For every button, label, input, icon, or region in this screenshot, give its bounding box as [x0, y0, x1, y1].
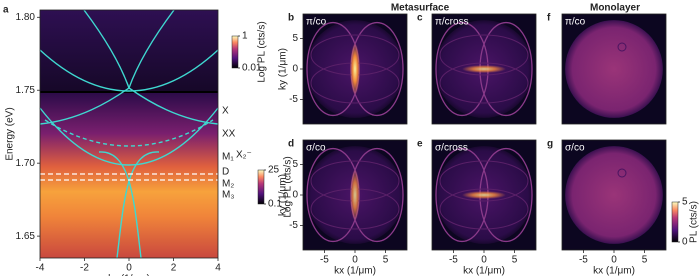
model-curve	[83, 9, 130, 89]
mode-arc	[439, 62, 529, 104]
heatmap-image	[432, 140, 536, 250]
mode-arc	[439, 160, 529, 202]
x-tick-label: -5	[320, 255, 329, 266]
x-axis-label: ky (1/μm)	[108, 274, 150, 276]
defect	[617, 168, 627, 178]
y-axis-label: ky (1/μm)	[278, 48, 289, 90]
y-tick-label: 1.75	[16, 85, 36, 96]
x-tick-label: 0	[126, 263, 132, 274]
heatmap-image	[562, 14, 666, 124]
y-tick-label: 1.65	[16, 231, 36, 242]
panel-letter: d	[288, 139, 294, 150]
colorbar-label: PL (cts/s)	[689, 201, 700, 243]
model-curve	[128, 9, 175, 89]
x-tick-label: 4	[215, 263, 221, 274]
x-tick-label: 2	[171, 263, 177, 274]
panel-letter: a	[3, 5, 9, 16]
state-label: M₁	[222, 152, 234, 163]
x-tick-label: 0	[611, 255, 617, 266]
panel-title: σ/co	[306, 143, 326, 154]
y-tick-label: 1.70	[16, 158, 36, 169]
state-label: X₂⁻	[236, 150, 252, 161]
colorbar-tick-label: 0.1	[268, 199, 282, 210]
pupil	[565, 20, 663, 118]
panel-title: σ/co	[565, 143, 585, 154]
state-label: M₃	[222, 190, 234, 201]
heatmap-image	[432, 14, 536, 124]
panel-title: π/co	[306, 17, 327, 28]
heatmap-image	[562, 140, 666, 250]
pupil	[565, 146, 663, 244]
x-tick-label: -5	[449, 255, 458, 266]
colorbar-tick-label: 25	[268, 165, 280, 176]
y-tick-label: 5	[292, 33, 298, 44]
group-header: Metasurface	[391, 3, 450, 14]
model-curve	[116, 151, 160, 259]
group-header: Monolayer	[590, 3, 640, 14]
x-tick-label: 0	[352, 255, 358, 266]
x-tick-label: 5	[512, 255, 518, 266]
panel-title: π/cross	[435, 17, 469, 28]
colorbar-tick-label: 0	[682, 237, 688, 248]
x-tick-label: 0	[481, 255, 487, 266]
colorbar-tick-label: 0.01	[242, 63, 262, 74]
x-axis-label: kx (1/μm)	[463, 266, 505, 276]
plot-frame	[561, 13, 667, 125]
mode-arc	[439, 34, 529, 76]
bright-spot	[350, 169, 360, 221]
heatmap-image	[303, 14, 407, 124]
x-tick-label: 5	[383, 255, 389, 266]
panel-letter: f	[547, 13, 551, 24]
colorbar-tick-label: 5	[682, 197, 688, 208]
x-tick-label: 5	[642, 255, 648, 266]
panel-letter: e	[417, 139, 423, 150]
colorbar	[257, 169, 265, 205]
x-tick-label: -5	[579, 255, 588, 266]
y-tick-label: 0	[292, 190, 298, 201]
model-curve	[98, 151, 142, 259]
model-curve	[39, 49, 219, 92]
heatmap-lower	[40, 92, 218, 258]
heatmap-image	[303, 140, 407, 250]
y-axis-label: ky (1/μm)	[278, 174, 289, 216]
colorbar-label: Log PL (cts/s)	[257, 21, 268, 82]
colorbar	[231, 35, 239, 69]
colorbar	[671, 201, 679, 243]
bright-spot	[462, 191, 506, 199]
state-label: XX	[222, 129, 236, 140]
mode-arc	[439, 188, 529, 230]
y-axis-label: Energy (eV)	[5, 107, 16, 160]
colorbar-label: Log PL (cts/s)	[283, 156, 294, 217]
y-tick-label: -5	[289, 94, 298, 105]
model-curve	[39, 107, 219, 166]
model-curve	[44, 119, 214, 147]
panel-letter: g	[547, 139, 553, 150]
y-tick-label: 1.80	[16, 12, 36, 23]
bright-spot	[462, 65, 506, 73]
y-tick-label: 5	[292, 159, 298, 170]
x-tick-label: -4	[36, 263, 45, 274]
heatmap-image	[39, 9, 219, 259]
panel-letter: c	[417, 13, 423, 24]
bright-spot	[350, 43, 360, 95]
x-tick-label: -2	[80, 263, 89, 274]
plot-frame	[431, 13, 537, 125]
x-axis-label: kx (1/μm)	[334, 266, 376, 276]
y-tick-label: -5	[289, 220, 298, 231]
x-axis-label: kx (1/μm)	[593, 266, 635, 276]
y-tick-label: 0	[292, 64, 298, 75]
panel-title: σ/cross	[435, 143, 468, 154]
panel-title: π/co	[565, 17, 586, 28]
state-label: X	[222, 106, 229, 117]
state-label: M₂	[222, 179, 234, 190]
panel-letter: b	[288, 13, 294, 24]
defect	[617, 42, 627, 52]
heatmap-upper	[40, 10, 218, 92]
state-label: D	[222, 167, 229, 178]
colorbar-tick-label: 1	[242, 31, 248, 42]
